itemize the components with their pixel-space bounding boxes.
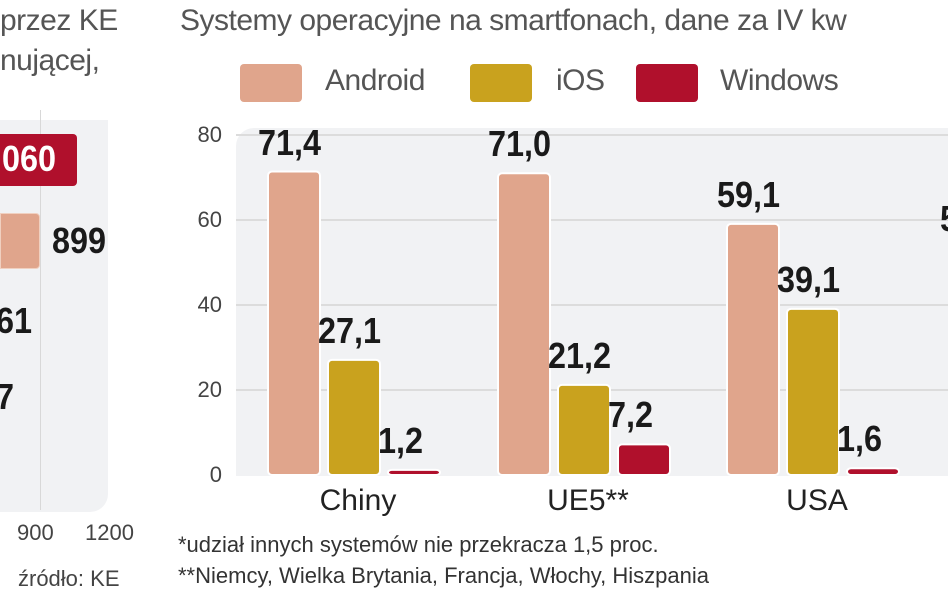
bar-ios-1 <box>557 383 611 476</box>
data-label: 21,2 <box>548 334 612 376</box>
legend-swatch-windows <box>636 64 698 102</box>
legend-swatch-ios <box>470 64 532 102</box>
y-tick-label: 20 <box>197 377 222 402</box>
footnote-1: *udział innych systemów nie przekracza 1… <box>178 532 659 557</box>
footnote-2: **Niemcy, Wielka Brytania, Francja, Włoc… <box>178 563 710 588</box>
left-subtitle-line-2: nującej, <box>0 44 100 77</box>
bar-windows-0 <box>387 468 441 476</box>
data-label: 71,0 <box>488 123 552 165</box>
bar-android-0 <box>267 170 321 477</box>
data-label: 59,1 <box>717 173 781 215</box>
bar-ios-0 <box>327 358 381 477</box>
y-tick-label: 40 <box>197 292 222 317</box>
left-value-label: 61 <box>0 300 33 341</box>
data-label: 1,2 <box>378 419 424 461</box>
left-value-label: 899 <box>52 220 107 261</box>
left-bar-salmon <box>0 213 40 269</box>
legend-label-ios: iOS <box>556 64 605 97</box>
y-tick-label: 80 <box>197 122 222 147</box>
bar-android-1 <box>497 172 551 476</box>
data-label: 27,1 <box>318 309 382 351</box>
data-label: 71,4 <box>258 121 322 163</box>
bar-android-2 <box>726 222 780 476</box>
left-x-tick: 900 <box>17 520 54 545</box>
legend-swatch-android <box>240 64 302 102</box>
chart-title: Systemy operacyjne na smartfonach, dane … <box>180 4 847 37</box>
category-label: USA <box>786 484 848 517</box>
data-label: 39,1 <box>777 258 841 300</box>
legend-label-windows: Windows <box>720 64 839 97</box>
data-label: 7,2 <box>608 394 654 436</box>
bar-windows-1 <box>617 443 671 476</box>
partial-value-label: 5 <box>940 198 948 240</box>
left-value-label: 7 <box>0 376 14 418</box>
legend-label-android: Android <box>325 64 425 97</box>
left-source: źródło: KE <box>18 566 120 591</box>
category-label: Chiny <box>319 484 397 517</box>
bar-windows-2 <box>846 467 900 477</box>
category-label: UE5** <box>547 484 629 517</box>
left-value-label: 060 <box>2 138 57 179</box>
data-label: 1,6 <box>837 418 883 460</box>
y-tick-label: 60 <box>197 207 222 232</box>
left-gridline <box>40 110 41 510</box>
left-subtitle-line-1: przez KE <box>0 4 118 37</box>
left-x-tick: 1200 <box>85 520 134 545</box>
left-bar-red <box>0 134 77 186</box>
y-tick-label: 0 <box>209 462 222 487</box>
bar-ios-2 <box>786 307 840 477</box>
